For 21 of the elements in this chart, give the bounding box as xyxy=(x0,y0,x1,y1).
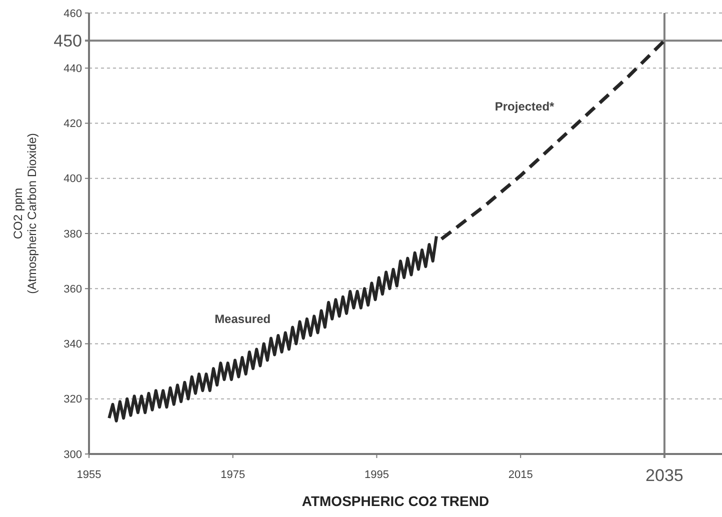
line-series xyxy=(440,38,666,241)
text: ATMOSPHERIC CO2 TREND xyxy=(302,493,490,509)
x-tick-label: 1995 xyxy=(364,469,389,481)
y-tick-label: 360 xyxy=(64,283,82,296)
y-tick-label: 320 xyxy=(64,394,82,406)
y-tick-label: 300 xyxy=(64,448,82,461)
x-tick-label: 2015 xyxy=(508,469,533,481)
y-tick-label: 380 xyxy=(64,228,82,240)
ref-line-label: 450 xyxy=(54,32,82,51)
y-axis-title: CO2 ppm (Atmospheric Carbon Dioxide) xyxy=(11,133,39,294)
series-label: Projected* xyxy=(494,100,555,114)
line-series xyxy=(108,234,438,422)
y-tick-label: 400 xyxy=(64,173,82,186)
y-tick-label: 340 xyxy=(64,338,82,351)
y-tick-label: 460 xyxy=(64,8,82,20)
x-tick-label: 1955 xyxy=(76,469,102,481)
x-tick-label: 1975 xyxy=(220,469,246,481)
ref-line-label: 2035 xyxy=(646,466,684,485)
series-label: Measured xyxy=(214,312,271,326)
y-tick-label: 420 xyxy=(64,118,82,130)
y-tick-label: 440 xyxy=(64,62,82,75)
